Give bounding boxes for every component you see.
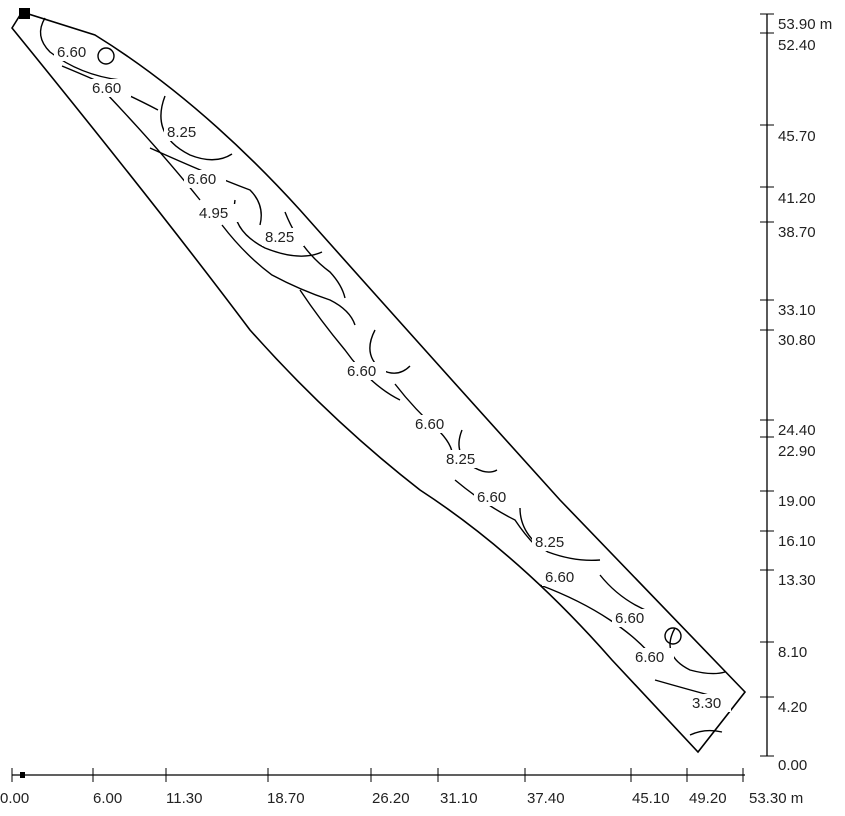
x-tick-label: 0.00 <box>0 790 29 807</box>
contour-line <box>519 507 601 562</box>
contour-label: 8.25 <box>535 534 564 551</box>
contour-label: 6.60 <box>545 569 574 586</box>
x-tick-label: 37.40 <box>527 790 565 807</box>
y-tick-label: 33.10 <box>778 302 816 319</box>
x-tick-label: 45.10 <box>632 790 670 807</box>
y-tick-label: 38.70 <box>778 224 816 241</box>
contour-label: 6.60 <box>92 80 121 97</box>
contour-label: 6.60 <box>187 171 216 188</box>
y-tick-label: 53.90 m <box>778 16 832 33</box>
x-tick-label: 49.20 <box>689 790 727 807</box>
y-tick-label: 4.20 <box>778 699 807 716</box>
y-tick-label: 16.10 <box>778 533 816 550</box>
contour-label: 6.60 <box>635 649 664 666</box>
contour-line <box>599 574 651 613</box>
x-tick-label: 11.30 <box>166 790 202 807</box>
contour-label: 6.60 <box>477 489 506 506</box>
y-tick-label: 22.90 <box>778 443 816 460</box>
contour-labels: 6.60 6.60 8.25 6.60 4.95 8.25 6.60 6.60 … <box>54 43 731 712</box>
y-tick-label: 30.80 <box>778 332 816 349</box>
y-tick-label: 52.40 <box>778 37 816 54</box>
y-tick-label: 0.00 <box>778 757 807 774</box>
contour-label: 3.30 <box>692 695 721 712</box>
contour-label: 6.60 <box>415 416 444 433</box>
contour-peak <box>97 47 115 65</box>
contour-label: 4.95 <box>199 205 228 222</box>
y-tick-label: 41.20 <box>778 190 816 207</box>
y-tick-label: 45.70 <box>778 128 816 145</box>
contour-line <box>104 91 201 201</box>
contour-label: 6.60 <box>57 44 86 61</box>
contour-line <box>539 584 656 661</box>
x-origin-marker <box>20 772 25 778</box>
contour-line <box>689 729 723 736</box>
contour-line <box>149 147 262 226</box>
square-marker <box>19 8 30 19</box>
room-outline <box>11 11 747 754</box>
contour-label: 8.25 <box>265 229 294 246</box>
y-tick-label: 19.00 <box>778 493 816 510</box>
contour-label: 6.60 <box>615 610 644 627</box>
contour-peak <box>664 627 682 645</box>
x-axis: 0.00 6.00 11.30 18.70 26.20 31.10 37.40 … <box>0 768 803 807</box>
contour-line <box>160 95 233 161</box>
y-tick-label: 13.30 <box>778 572 816 589</box>
contour-line <box>221 224 356 326</box>
contour-label: 8.25 <box>446 451 475 468</box>
contour-line <box>454 479 536 546</box>
x-tick-label: 26.20 <box>372 790 410 807</box>
x-tick-label: 18.70 <box>267 790 305 807</box>
x-tick-label: 53.30 m <box>749 790 803 807</box>
y-tick-label: 8.10 <box>778 644 807 661</box>
contour-label: 8.25 <box>167 124 196 141</box>
x-tick-label: 6.00 <box>93 790 122 807</box>
y-tick-label: 24.40 <box>778 422 816 439</box>
y-axis: 0.00 4.20 8.10 13.30 16.10 19.00 22.90 2… <box>760 13 832 774</box>
contour-line <box>299 289 401 401</box>
contour-line <box>39 17 121 81</box>
x-tick-label: 31.10 <box>440 790 478 807</box>
contour-line <box>669 627 726 675</box>
contour-label: 6.60 <box>347 363 376 380</box>
